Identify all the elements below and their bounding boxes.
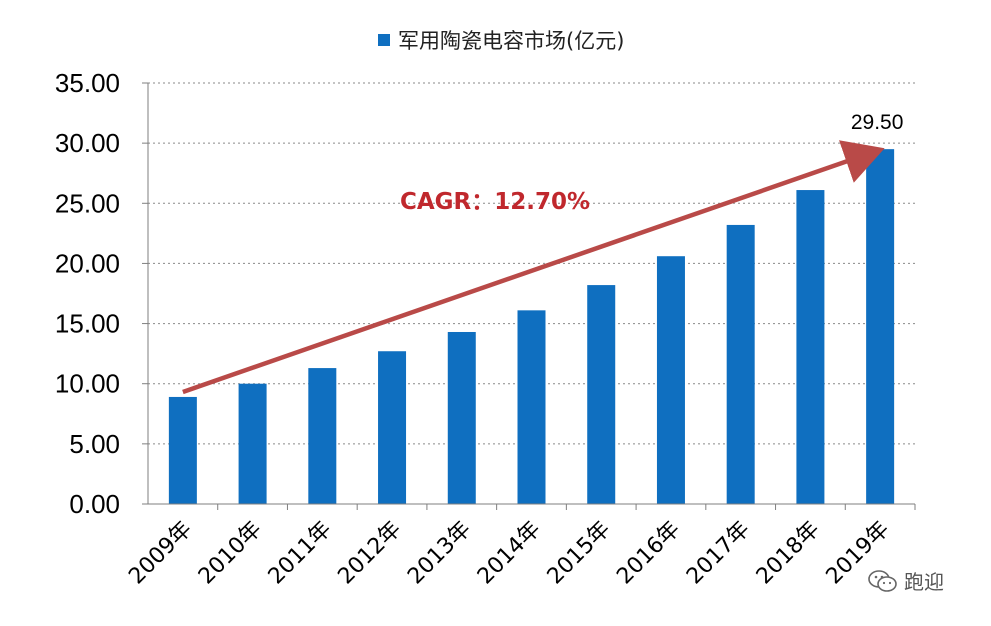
bar <box>796 190 825 504</box>
bar <box>238 383 267 504</box>
x-tick-label: 2016年 <box>612 517 685 590</box>
x-tick-label: 2013年 <box>403 517 476 590</box>
bar <box>378 351 407 504</box>
bar <box>517 310 546 504</box>
watermark: 跑迎 <box>868 566 944 595</box>
x-tick-label: 2018年 <box>752 517 825 590</box>
axes <box>142 82 916 510</box>
trend-arrow <box>182 140 885 395</box>
y-tick-label: 0.00 <box>69 489 120 519</box>
y-tick-label: 30.00 <box>55 128 120 158</box>
x-tick-label: 2014年 <box>473 517 546 590</box>
x-tick-labels: 2009年2010年2011年2012年2013年2014年2015年2016年… <box>124 517 894 590</box>
y-tick-label: 35.00 <box>55 68 120 98</box>
x-tick-label: 2010年 <box>194 517 267 590</box>
data-label: 29.50 <box>851 111 904 134</box>
x-tick-label: 2009年 <box>124 517 197 590</box>
bar <box>866 149 895 504</box>
x-tick-label: 2015年 <box>543 517 616 590</box>
legend-label: 军用陶瓷电容市场(亿元) <box>398 29 625 53</box>
bar <box>587 285 616 504</box>
bar <box>726 224 755 505</box>
y-tick-label: 25.00 <box>55 188 120 218</box>
bar <box>168 396 197 504</box>
cagr-annotation: CAGR：12.70% <box>400 189 590 215</box>
annotations: 29.50 CAGR：12.70% <box>182 111 904 395</box>
y-tick-label: 5.00 <box>69 429 120 459</box>
bar <box>447 331 476 504</box>
y-tick-labels: 0.00 5.00 10.00 15.00 20.00 25.00 30.00 35.00 <box>55 68 120 519</box>
legend-swatch <box>378 34 390 46</box>
x-tick-label: 2012年 <box>333 517 406 590</box>
y-tick-label: 15.00 <box>55 309 120 339</box>
bar <box>656 256 685 504</box>
x-tick-label: 2011年 <box>264 517 337 590</box>
wechat-icon <box>868 569 897 592</box>
legend: 军用陶瓷电容市场(亿元) <box>378 26 624 54</box>
y-tick-label: 20.00 <box>55 248 120 278</box>
watermark-text: 跑迎 <box>904 570 944 594</box>
x-tick-label: 2017年 <box>682 517 755 590</box>
y-tick-label: 10.00 <box>55 369 120 399</box>
bars <box>168 149 895 505</box>
bar <box>308 368 337 504</box>
